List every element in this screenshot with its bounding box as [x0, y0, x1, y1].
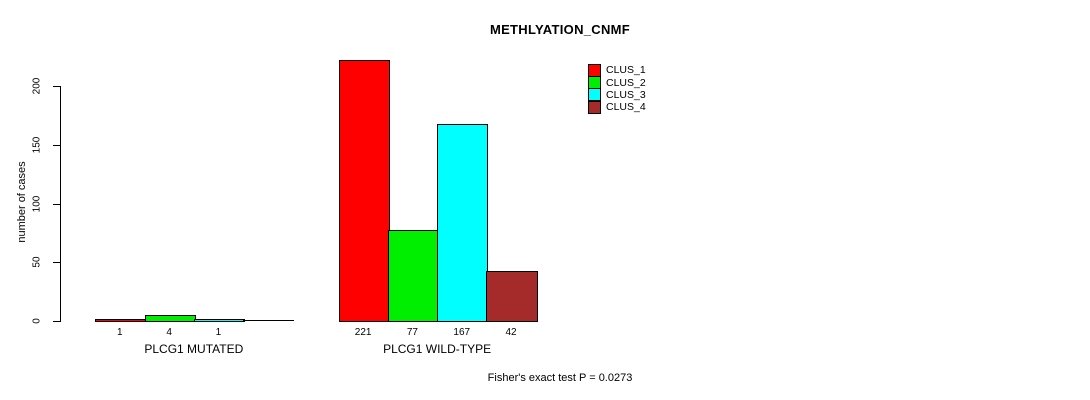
y-axis-tick [53, 204, 60, 205]
bar-clus_3 [193, 319, 246, 322]
y-axis-title: number of cases [16, 161, 28, 243]
chart-title: METHLYATION_CNMF [489, 22, 631, 37]
bar-clus_2 [144, 315, 196, 322]
bar-clus_1 [338, 60, 390, 322]
bar-clus_3 [437, 124, 489, 322]
legend-swatch-clus_3 [588, 88, 601, 102]
y-axis-tick [53, 145, 60, 146]
x-axis-group-label: PLCG1 MUTATED [144, 342, 244, 356]
legend-label: CLUS_2 [606, 76, 646, 89]
legend-row: CLUS_3 [588, 88, 646, 102]
y-axis-tick [53, 321, 60, 322]
x-axis-group-label: PLCG1 WILD-TYPE [383, 342, 492, 356]
y-axis-tick [53, 86, 60, 87]
legend-label: CLUS_4 [606, 101, 646, 114]
legend-swatch-clus_2 [588, 76, 601, 90]
legend-label: CLUS_3 [606, 88, 646, 101]
legend-swatch-clus_4 [588, 100, 601, 114]
bar-clus_4 [243, 320, 295, 321]
bar-value-label: 77 [406, 327, 418, 338]
bar-value-label: 221 [354, 327, 372, 338]
y-axis-tick-label: 100 [31, 195, 43, 213]
bar-value-label: 1 [215, 327, 222, 338]
legend-label: CLUS_1 [606, 64, 646, 77]
legend-row: CLUS_4 [588, 100, 646, 114]
y-axis-line [60, 86, 61, 322]
y-axis-tick-label: 50 [31, 256, 43, 268]
y-axis-tick-label: 200 [31, 77, 43, 95]
y-axis-tick-label: 0 [31, 318, 43, 324]
bar-value-label: 1 [117, 327, 123, 338]
bar-value-label: 42 [505, 327, 517, 338]
footnote-fishers-test: Fisher's exact test P = 0.0273 [487, 372, 633, 384]
legend-row: CLUS_2 [588, 76, 646, 90]
y-axis-tick [53, 262, 60, 263]
legend-swatch-clus_1 [588, 63, 601, 77]
legend-row: CLUS_1 [588, 63, 646, 77]
bar-clus_1 [95, 319, 147, 322]
y-axis-tick-label: 150 [31, 136, 43, 154]
bar-clus_4 [486, 271, 538, 322]
bar-value-label: 4 [166, 327, 172, 338]
bar-clus_2 [387, 230, 440, 322]
legend: CLUS_1 CLUS_2 CLUS_3 CLUS_4 [588, 63, 646, 114]
bar-value-label: 167 [453, 327, 471, 338]
